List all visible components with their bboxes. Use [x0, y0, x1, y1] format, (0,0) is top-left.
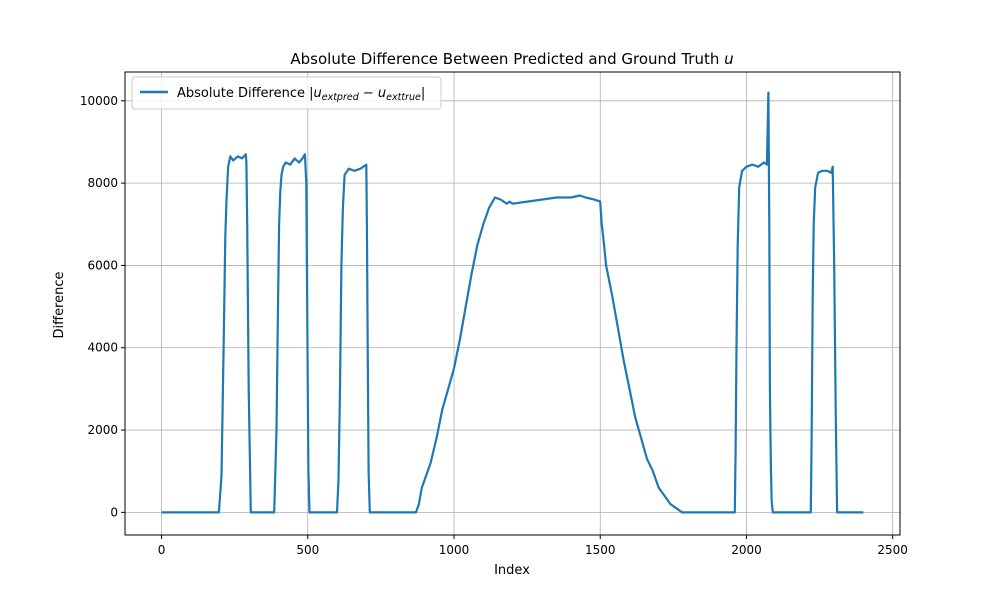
x-tick-label: 1500: [585, 543, 616, 557]
y-tick-label: 4000: [87, 341, 118, 355]
series-line: [161, 91, 864, 514]
y-axis-label: Difference: [52, 271, 67, 338]
series-layer: [161, 91, 864, 514]
chart-title-text: Absolute Difference Between Predicted an…: [290, 50, 724, 68]
x-tick-label: 0: [158, 543, 166, 557]
plot-area-frame: [124, 71, 901, 536]
legend-label-minus: −: [359, 86, 378, 101]
chart-title-variable: u: [724, 50, 734, 68]
chart-title: Absolute Difference Between Predicted an…: [290, 50, 733, 68]
x-tick-label: 500: [296, 543, 319, 557]
legend-label-u2: u: [378, 86, 386, 101]
y-tick-label: 0: [110, 505, 118, 519]
y-tick-label: 6000: [87, 258, 118, 272]
legend-label-sub2: exttrue: [386, 92, 421, 103]
x-tick-label: 2000: [731, 543, 762, 557]
x-axis-label: Index: [494, 563, 530, 578]
y-tick-label: 2000: [87, 423, 118, 437]
grid-lines: [125, 72, 900, 535]
legend-label-u1: u: [313, 86, 321, 101]
legend-label-prefix: Absolute Difference |: [177, 86, 313, 101]
y-tick-label: 10000: [80, 94, 118, 108]
ticks: 0 500 1000 1500 2000 2500 0 2000 4000 6000 8000 100…: [80, 94, 908, 557]
legend-label: Absolute Difference |uextpred − uexttrue…: [177, 86, 425, 103]
y-tick-label: 8000: [87, 176, 118, 190]
legend-label-suffix: |: [421, 86, 425, 101]
legend-box: [131, 76, 442, 110]
legend-label-sub1: extpred: [322, 92, 360, 103]
x-tick-label: 1000: [439, 543, 470, 557]
x-tick-label: 2500: [877, 543, 908, 557]
legend: Absolute Difference |uextpred − uexttrue…: [131, 76, 442, 110]
